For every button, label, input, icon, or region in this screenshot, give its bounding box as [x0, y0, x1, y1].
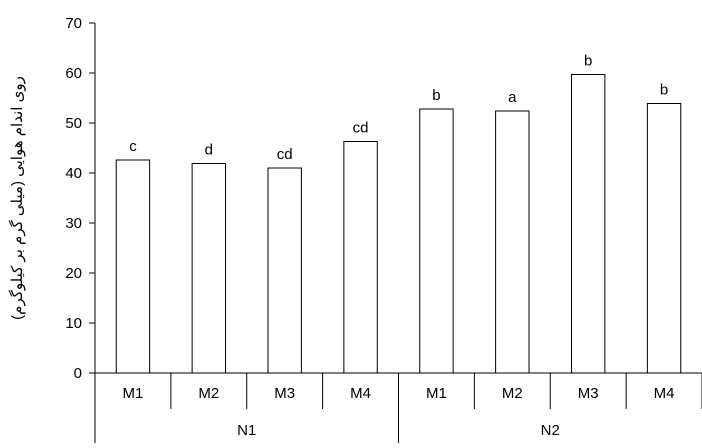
y-tick-label: 20	[65, 265, 82, 282]
y-tick-label: 70	[65, 15, 82, 32]
y-tick-label: 30	[65, 215, 82, 232]
bar	[570, 74, 606, 374]
y-tick-label: 40	[65, 165, 82, 182]
bar-data-label: cd	[277, 146, 293, 163]
bar-data-label: d	[205, 142, 213, 159]
bar	[646, 103, 682, 374]
x-category-label: M3	[274, 385, 295, 402]
x-category-label: M1	[426, 385, 447, 402]
bar	[267, 167, 302, 374]
bar-data-label: b	[584, 53, 592, 70]
bar	[115, 159, 151, 374]
bar	[495, 110, 530, 374]
x-category-label: M2	[502, 385, 523, 402]
bar	[191, 163, 227, 374]
y-axis-title: روی اندام هوایی (میلی گرم بر کیلوگرم)	[8, 76, 26, 320]
bar	[343, 141, 378, 374]
x-category-label: M4	[654, 385, 675, 402]
y-tick-label: 0	[74, 365, 82, 382]
bar-data-label: b	[660, 82, 668, 99]
y-tick-label: 50	[65, 115, 82, 132]
bar-data-label: a	[508, 89, 517, 106]
x-category-label: M3	[578, 385, 599, 402]
x-category-label: M2	[198, 385, 219, 402]
x-group-label: N2	[541, 422, 560, 439]
y-tick-label: 10	[65, 315, 82, 332]
bar-data-label: cd	[353, 120, 369, 137]
bar-data-label: c	[129, 138, 137, 155]
bar-data-label: b	[432, 87, 440, 104]
bar	[419, 108, 454, 374]
y-tick-label: 60	[65, 65, 82, 82]
x-group-label: N1	[237, 422, 256, 439]
x-category-label: M4	[350, 385, 371, 402]
x-category-label: M1	[123, 385, 144, 402]
